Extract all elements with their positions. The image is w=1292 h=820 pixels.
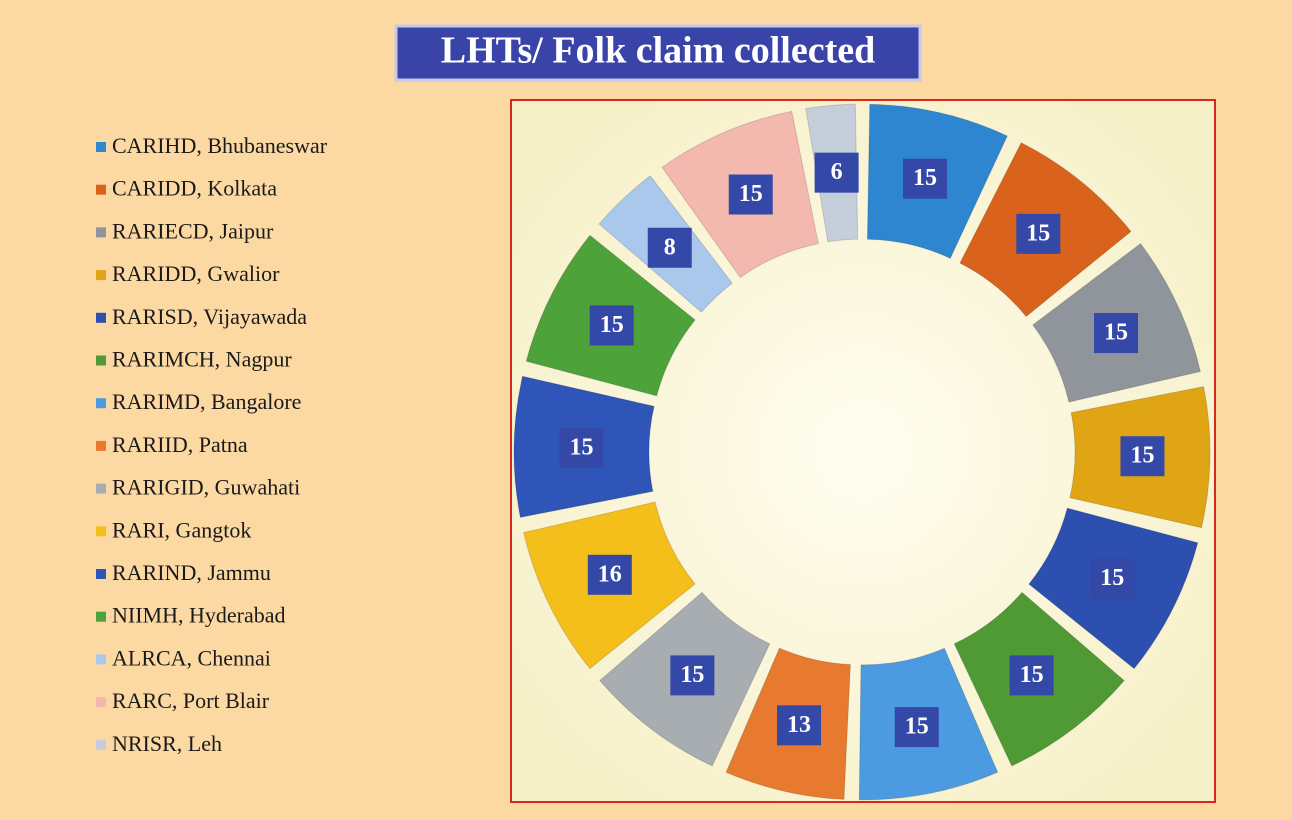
- legend-label: RARIMD, Bangalore: [112, 389, 301, 414]
- data-label: 15: [680, 662, 704, 688]
- legend-swatch: [96, 526, 106, 537]
- legend-label: RARISD, Vijayawada: [112, 304, 307, 329]
- legend-swatch: [96, 697, 106, 708]
- label-box: [647, 227, 692, 268]
- legend-swatch: [96, 739, 106, 750]
- legend-label: RARIECD, Jaipur: [112, 218, 274, 243]
- legend-swatch: [96, 312, 106, 323]
- data-label: 15: [905, 714, 929, 740]
- label-box: [894, 707, 939, 748]
- legend-label: RARIID, Patna: [112, 432, 248, 457]
- data-label: 15: [1026, 220, 1050, 246]
- legend-swatch: [96, 611, 106, 622]
- legend-swatch: [96, 227, 106, 238]
- legend-label: RARIND, Jammu: [112, 560, 271, 585]
- data-label: 15: [600, 312, 624, 338]
- data-label: 15: [1130, 443, 1154, 469]
- legend-swatch: [96, 398, 106, 409]
- legend-label: RARIMCH, Nagpur: [112, 347, 292, 372]
- legend-swatch: [96, 184, 106, 195]
- data-label: 15: [1104, 320, 1128, 346]
- data-label: 15: [1020, 662, 1044, 688]
- data-label: 15: [739, 181, 763, 207]
- legend-label: RARC, Port Blair: [112, 688, 270, 713]
- label-box: [728, 174, 773, 215]
- legend-swatch: [96, 142, 106, 152]
- label-box: [559, 427, 604, 468]
- legend-swatch: [96, 654, 106, 665]
- title-box: [394, 24, 922, 82]
- legend-label: CARIDD, Kolkata: [112, 176, 277, 201]
- label-box: [670, 655, 715, 696]
- legend-label: NIIMH, Hyderabad: [112, 603, 286, 628]
- data-label: 6: [831, 159, 843, 185]
- chart-title: LHTs/ Folk claim collected: [441, 30, 876, 72]
- data-label: 13: [787, 712, 811, 738]
- legend-swatch: [96, 355, 106, 366]
- legend-label: RARIGID, Guwahati: [112, 475, 300, 500]
- label-box: [1120, 436, 1165, 477]
- data-label: 15: [913, 165, 937, 191]
- label-box: [903, 158, 948, 199]
- legend-label: RARIDD, Gwalior: [112, 261, 280, 286]
- label-box: [1009, 655, 1054, 696]
- label-box: [1094, 313, 1139, 354]
- label-box: [814, 152, 859, 193]
- data-label: 8: [664, 234, 676, 260]
- legend-swatch: [96, 569, 106, 579]
- legend-label: ALRCA, Chennai: [112, 645, 271, 670]
- legend-label: RARI, Gangtok: [112, 517, 251, 542]
- legend-label: CARIHD, Bhubaneswar: [112, 133, 328, 158]
- legend-swatch: [96, 270, 106, 281]
- legend-swatch: [96, 440, 106, 451]
- legend-label: NRISR, Leh: [112, 731, 222, 756]
- data-label: 16: [598, 561, 622, 587]
- label-box: [587, 554, 632, 595]
- data-label: 15: [1100, 565, 1124, 591]
- data-label: 15: [570, 434, 594, 460]
- label-box: [1090, 558, 1135, 599]
- legend-swatch: [96, 483, 106, 494]
- label-box: [589, 305, 634, 346]
- label-box: [776, 705, 821, 746]
- label-box: [1016, 213, 1061, 254]
